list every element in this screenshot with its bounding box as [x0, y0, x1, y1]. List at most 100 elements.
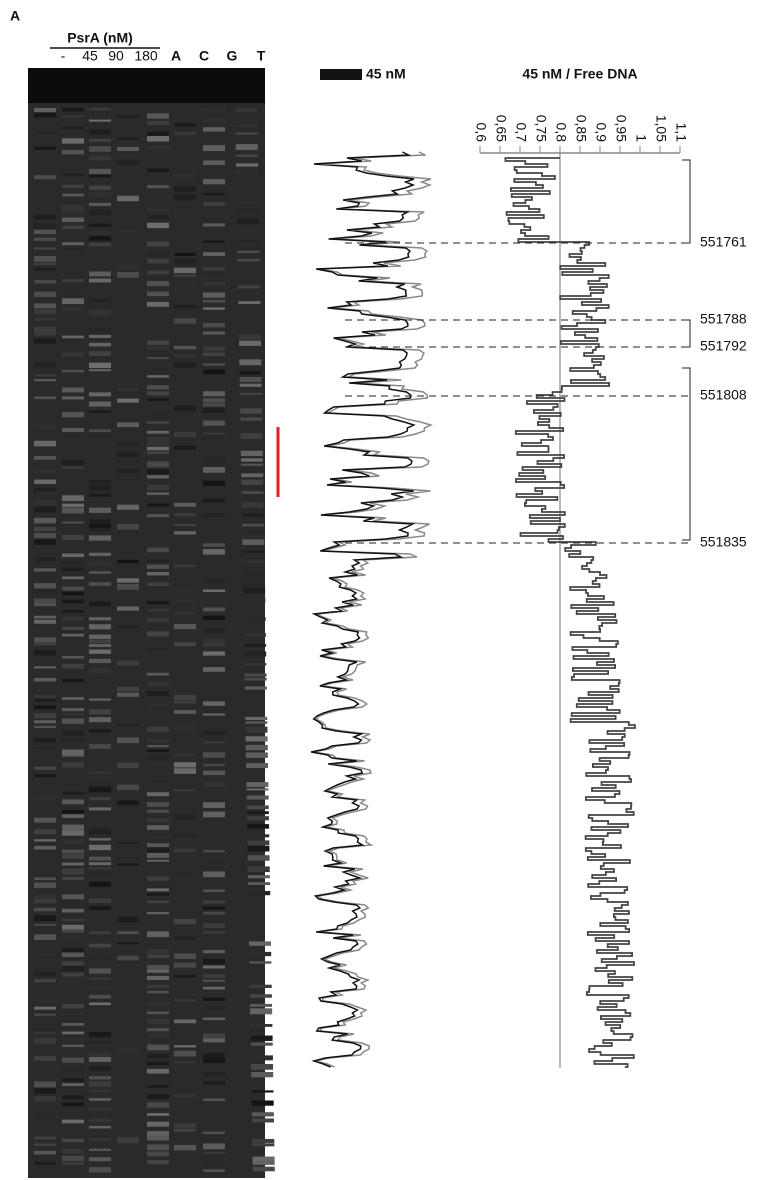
gel-band [117, 955, 139, 961]
gel-band [89, 649, 111, 654]
gel-band [174, 1123, 196, 1129]
gel-band [203, 467, 225, 473]
gel-band [147, 965, 169, 971]
gel-band [34, 493, 56, 499]
gel-band [244, 663, 267, 666]
gel-band [62, 924, 84, 931]
gel-band [147, 1085, 169, 1088]
gel-band [147, 281, 169, 287]
gel-band [251, 1071, 274, 1078]
gel-band [34, 362, 56, 368]
gel-band [147, 809, 169, 813]
gel-band [34, 615, 56, 619]
gel-band [34, 954, 56, 957]
gel-band [147, 969, 169, 973]
gel-band [117, 159, 139, 165]
gel-band [89, 168, 111, 175]
gel-band [62, 749, 84, 755]
gel-band [34, 907, 56, 912]
gel-band [147, 792, 169, 797]
gel-band [147, 931, 169, 938]
gel-band [252, 1138, 275, 1143]
gel-band [117, 272, 139, 278]
gel-band [239, 392, 262, 396]
gel-band [34, 247, 56, 250]
gel-band [242, 534, 265, 538]
gel-band [62, 298, 84, 305]
gel-band [147, 582, 169, 586]
gel-band [62, 627, 84, 630]
gel-band [249, 984, 272, 988]
gel-band [89, 770, 111, 775]
gel-band [174, 710, 196, 714]
gel-band [62, 1161, 84, 1166]
gel-band [147, 1135, 169, 1141]
gel-band [34, 440, 56, 447]
gel-band [174, 936, 196, 940]
gel-band [239, 370, 262, 375]
gel-band [89, 1148, 111, 1152]
gel-band [203, 420, 225, 426]
gel-band [241, 473, 264, 478]
gel-band [203, 763, 225, 767]
gel-band [203, 642, 225, 647]
gel-band [89, 139, 111, 142]
gel-band [34, 1006, 56, 1010]
gel-band [252, 1160, 275, 1165]
gel-band [203, 1151, 225, 1155]
gel-band [174, 814, 196, 821]
gel-band [89, 838, 111, 841]
gel-band [89, 231, 111, 236]
gel-band [203, 145, 225, 152]
gel-band [89, 1089, 111, 1093]
gel-band [174, 267, 196, 274]
gel-band [243, 587, 266, 594]
position-label: 551788 [700, 311, 747, 327]
gel-band [203, 369, 225, 375]
gel-band [203, 1161, 225, 1167]
gel-band [89, 163, 111, 167]
gel-band [174, 345, 196, 350]
tick-label: 1,05 [653, 115, 669, 142]
gel-band [62, 477, 84, 481]
gel-band [250, 1003, 273, 1007]
gel-band [34, 1095, 56, 1102]
gel-band [147, 136, 169, 142]
gel-band [34, 479, 56, 484]
gel-band [239, 383, 262, 387]
gel-band [251, 1100, 274, 1106]
gel-band [147, 1028, 169, 1032]
gel-band [203, 979, 225, 982]
gel-band [236, 208, 259, 212]
gel-band [62, 1083, 84, 1086]
gel-band [203, 1131, 225, 1135]
gel-band [62, 591, 84, 596]
gel-band [117, 686, 139, 692]
gel-band [89, 235, 111, 241]
legend-label: 45 nM [366, 66, 406, 82]
gel-band [89, 1098, 111, 1101]
gel-band [62, 1044, 84, 1048]
position-label: 551835 [700, 534, 747, 550]
gel-band [147, 346, 169, 350]
gel-band [203, 432, 225, 435]
gel-band [245, 721, 268, 724]
gel-band [237, 250, 260, 253]
gel-band [34, 619, 56, 624]
gel-band [147, 835, 169, 840]
gel-band [147, 475, 169, 479]
gel-band [203, 160, 225, 165]
gel-band [34, 655, 56, 660]
position-label: 551761 [700, 234, 747, 250]
gel-band [89, 1125, 111, 1129]
gel-band [62, 553, 84, 558]
gel-band [203, 965, 225, 969]
gel-band [62, 567, 84, 572]
gel-band [252, 1166, 275, 1172]
gel-band [174, 186, 196, 192]
gel-band [203, 391, 225, 397]
gel-band [147, 900, 169, 904]
gel-band [147, 340, 169, 345]
gel-band [89, 271, 111, 277]
gel-band [34, 1013, 56, 1016]
